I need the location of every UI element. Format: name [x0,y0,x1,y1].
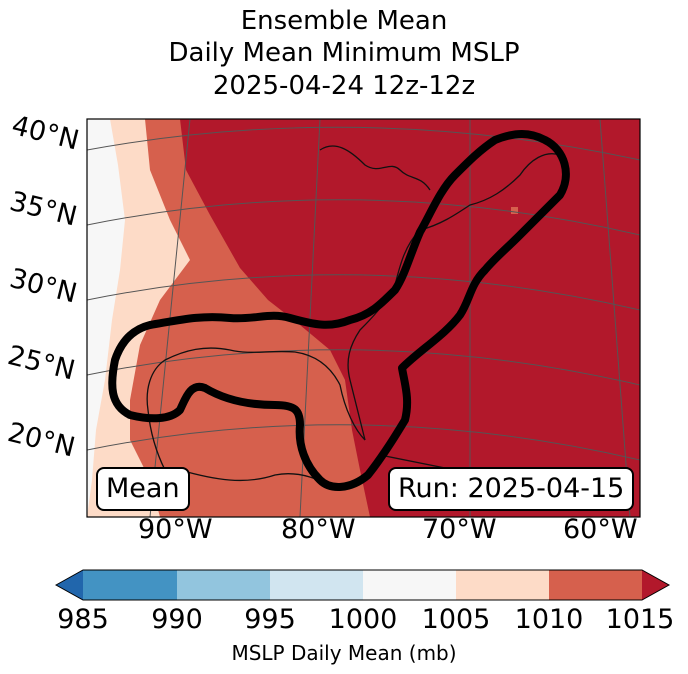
colorbar-bin-1010-1015 [549,570,642,600]
colorbar-bin-1000-1005 [363,570,456,600]
map-frame [86,118,641,518]
gridline-lat-30 [87,274,640,311]
region-far-west-edge [87,119,125,517]
colorbar-tick-1010: 1010 [514,604,584,635]
colorbar-extend-low [56,570,83,600]
coastline-great-lakes [319,145,431,191]
gridline-lon-60 [599,119,631,517]
colorbar-tick-1015: 1015 [605,604,675,635]
colorbar-outline [54,569,671,601]
coastline-new-england [419,153,561,231]
chart-title-line-3: 2025-04-24 12z-12z [212,71,476,101]
chart-title-line-1: Ensemble Mean [240,6,448,36]
contour-outline [108,130,570,491]
label-mean: Mean [96,467,190,511]
lon-tick-60w: 60°W [563,514,638,545]
colorbar-tick-990: 990 [151,604,203,635]
lon-tick-80w: 80°W [281,514,356,545]
gridline-lat-35 [87,199,640,236]
colorbar-tick-985: 985 [57,604,109,635]
colorbar-bin-985-990 [83,570,177,600]
colorbar-bin-995-1000 [270,570,363,600]
coastline-east-coast [347,229,421,441]
colorbar-tick-1000: 1000 [328,604,398,635]
region-atlantic-pixel [511,207,518,214]
lon-tick-70w: 70°W [422,514,497,545]
colorbar-tick-995: 995 [244,604,296,635]
colorbar-bin-1005-1010 [456,570,549,600]
chart-title-line-2: Daily Mean Minimum MSLP [168,38,520,68]
gridline-lat-40 [87,126,640,161]
colorbar-tick-1005: 1005 [421,604,491,635]
colorbar-label: MSLP Daily Mean (mb) [231,641,457,665]
label-run-date: Run: 2025-04-15 [388,467,635,511]
coastline-gulf [146,347,366,471]
lon-tick-90w: 90°W [138,514,213,545]
colorbar [54,569,671,601]
colorbar-bin-990-995 [177,570,270,600]
colorbar-extend-high [642,570,669,600]
